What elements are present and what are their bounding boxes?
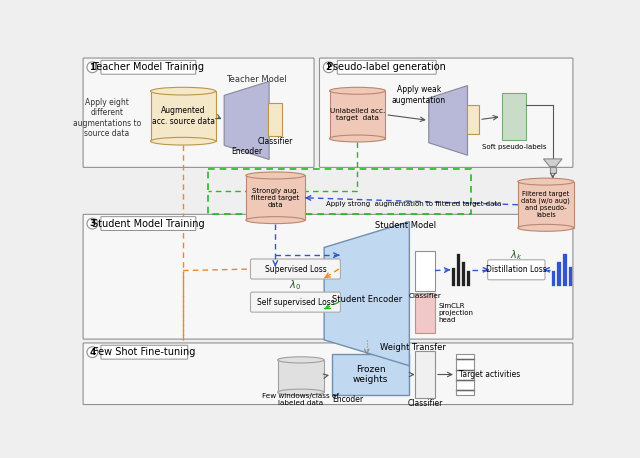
Ellipse shape [518, 178, 573, 185]
Ellipse shape [246, 172, 305, 179]
Text: Teacher Model: Teacher Model [227, 75, 287, 84]
Ellipse shape [150, 137, 216, 145]
Text: $\lambda_k$: $\lambda_k$ [510, 248, 522, 262]
Text: Few Shot Fine-tuning: Few Shot Fine-tuning [93, 347, 195, 357]
Bar [467, 105, 479, 134]
Bar [518, 182, 573, 228]
Text: Few windows/class of
labeled data: Few windows/class of labeled data [262, 393, 339, 406]
FancyBboxPatch shape [319, 58, 573, 167]
Text: Frozen
weights: Frozen weights [353, 365, 388, 384]
FancyBboxPatch shape [83, 214, 573, 339]
Text: Apply eight
different
augmentations to
source data: Apply eight different augmentations to s… [73, 98, 141, 138]
Polygon shape [543, 159, 562, 167]
Text: 1: 1 [89, 63, 95, 72]
Bar [467, 272, 470, 286]
Text: Pseudo-label generation: Pseudo-label generation [327, 62, 446, 72]
FancyBboxPatch shape [101, 345, 188, 359]
Bar [330, 91, 385, 138]
Text: Student Model: Student Model [375, 221, 436, 230]
Text: Unlabelled acc.
target  data: Unlabelled acc. target data [330, 108, 385, 121]
Text: Encoder: Encoder [231, 147, 262, 156]
Text: 2: 2 [326, 63, 332, 72]
Bar [452, 268, 456, 286]
Polygon shape [224, 82, 269, 159]
FancyBboxPatch shape [83, 343, 573, 404]
Bar [415, 293, 435, 333]
FancyBboxPatch shape [337, 60, 436, 74]
Text: Teacher Model Training: Teacher Model Training [92, 62, 204, 72]
Bar [502, 93, 526, 141]
Polygon shape [429, 86, 467, 155]
Bar [462, 262, 465, 286]
Ellipse shape [246, 217, 305, 224]
Text: Classifier: Classifier [258, 137, 293, 147]
Ellipse shape [278, 357, 324, 363]
Text: Classifier: Classifier [408, 293, 442, 299]
Text: Classifier: Classifier [407, 398, 443, 408]
Bar [415, 351, 435, 398]
Bar [268, 104, 282, 136]
Text: 3: 3 [89, 219, 95, 228]
Text: Encoder: Encoder [332, 395, 363, 404]
Bar [278, 360, 324, 392]
Circle shape [87, 347, 98, 358]
FancyBboxPatch shape [101, 217, 196, 230]
Ellipse shape [278, 389, 324, 395]
Bar [456, 354, 474, 394]
Bar [557, 262, 561, 286]
Bar [563, 254, 566, 286]
FancyBboxPatch shape [488, 260, 545, 280]
Bar [415, 251, 435, 290]
Bar [150, 91, 216, 141]
FancyBboxPatch shape [250, 292, 340, 312]
Bar [550, 167, 556, 173]
Bar [569, 267, 572, 286]
Circle shape [87, 218, 98, 229]
Text: Apply strong  augmentation to filtered target data: Apply strong augmentation to filtered ta… [326, 201, 501, 207]
Ellipse shape [518, 224, 573, 231]
Ellipse shape [150, 87, 216, 95]
Text: Strongly aug.
filtered target
data: Strongly aug. filtered target data [251, 188, 300, 208]
Text: Filtered target
data (w/o aug)
and pseudo-
labels: Filtered target data (w/o aug) and pseud… [522, 191, 570, 218]
Text: $\lambda_0$: $\lambda_0$ [289, 278, 301, 292]
Polygon shape [324, 222, 410, 366]
Text: Apply weak
augmentation: Apply weak augmentation [392, 85, 445, 105]
Text: Augmented
acc. source data: Augmented acc. source data [152, 106, 214, 126]
FancyBboxPatch shape [250, 259, 340, 279]
FancyBboxPatch shape [101, 60, 196, 74]
Text: Weight Transfer: Weight Transfer [380, 343, 446, 352]
Circle shape [87, 62, 98, 73]
Bar [246, 175, 305, 220]
Ellipse shape [330, 87, 385, 94]
Text: 4: 4 [89, 348, 95, 357]
Text: Self supervised Loss: Self supervised Loss [257, 298, 334, 306]
Text: Soft pseudo-labels: Soft pseudo-labels [482, 144, 547, 150]
Bar [332, 354, 410, 394]
Circle shape [323, 62, 334, 73]
Text: SimCLR
projection
head: SimCLR projection head [439, 303, 474, 323]
Bar [208, 169, 472, 213]
FancyBboxPatch shape [83, 58, 314, 167]
Text: Student Encoder: Student Encoder [332, 295, 402, 304]
Text: Student Model Training: Student Model Training [92, 218, 205, 229]
Ellipse shape [330, 135, 385, 142]
Text: Target activities: Target activities [460, 370, 520, 379]
Text: Supervised Loss: Supervised Loss [264, 265, 326, 273]
Bar [552, 272, 556, 286]
Bar [457, 254, 460, 286]
Text: Distillation Loss: Distillation Loss [486, 265, 547, 274]
